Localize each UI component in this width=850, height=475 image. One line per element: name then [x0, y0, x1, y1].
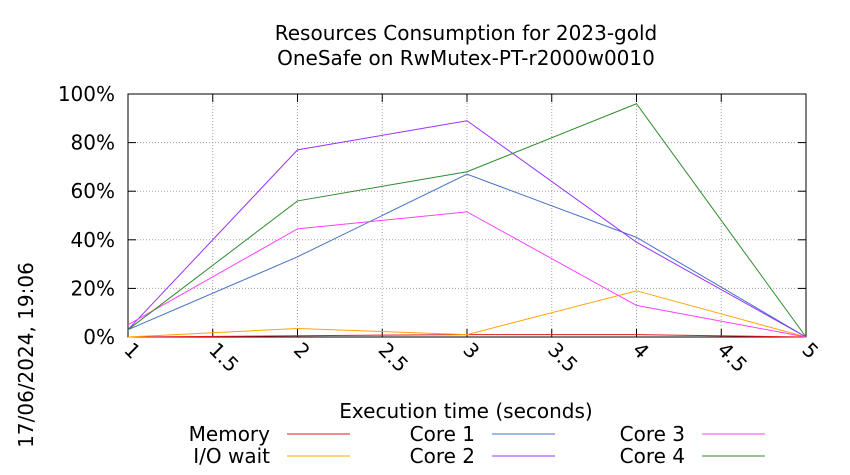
legend-label-core-4: Core 4: [620, 444, 685, 468]
chart-title: Resources Consumption for 2023-gold: [275, 21, 657, 45]
legend-label-memory: Memory: [189, 422, 271, 446]
y-tick-label: 100%: [58, 82, 115, 106]
y-tick-label: 80%: [71, 131, 115, 155]
grid: [128, 94, 806, 337]
x-tick-label: 1.5: [204, 338, 243, 377]
legend-label-core-1: Core 1: [410, 422, 475, 446]
plot-border: [127, 93, 807, 338]
legend-label-core-3: Core 3: [620, 422, 685, 446]
x-tick-label: 4.5: [713, 338, 752, 377]
x-tick-label: 3: [458, 338, 484, 364]
x-tick-label: 4: [628, 338, 654, 364]
timestamp-label: 17/06/2024, 19:06: [14, 262, 38, 448]
series-line-i-o-wait: [127, 290, 807, 338]
axes: 0% 20% 40% 60% 80% 100% 1 1.5 2 2.5 3 3.5 4 4.5 5: [58, 82, 824, 377]
y-tick-label: 20%: [71, 276, 115, 300]
x-tick-label: 5: [797, 338, 823, 364]
y-tick-label: 40%: [71, 228, 115, 252]
series-line-core-3: [127, 211, 807, 338]
y-tick-label: 60%: [71, 179, 115, 203]
series-line-core-4: [127, 103, 807, 338]
x-tick-label: 1: [119, 338, 145, 364]
series-line-core-1: [127, 173, 807, 338]
series-lines: [127, 103, 807, 338]
legend-label-core-2: Core 2: [410, 444, 475, 468]
x-tick-label: 2.5: [374, 338, 413, 377]
x-axis-label: Execution time (seconds): [339, 399, 592, 423]
series-line-core-2: [127, 120, 807, 338]
legend-label-i-o-wait: I/O wait: [193, 444, 270, 468]
x-tick-label: 3.5: [543, 338, 582, 377]
y-tick-label: 0%: [83, 325, 115, 349]
x-tick-label: 2: [289, 338, 315, 364]
chart-subtitle: OneSafe on RwMutex-PT-r2000w0010: [277, 46, 655, 70]
